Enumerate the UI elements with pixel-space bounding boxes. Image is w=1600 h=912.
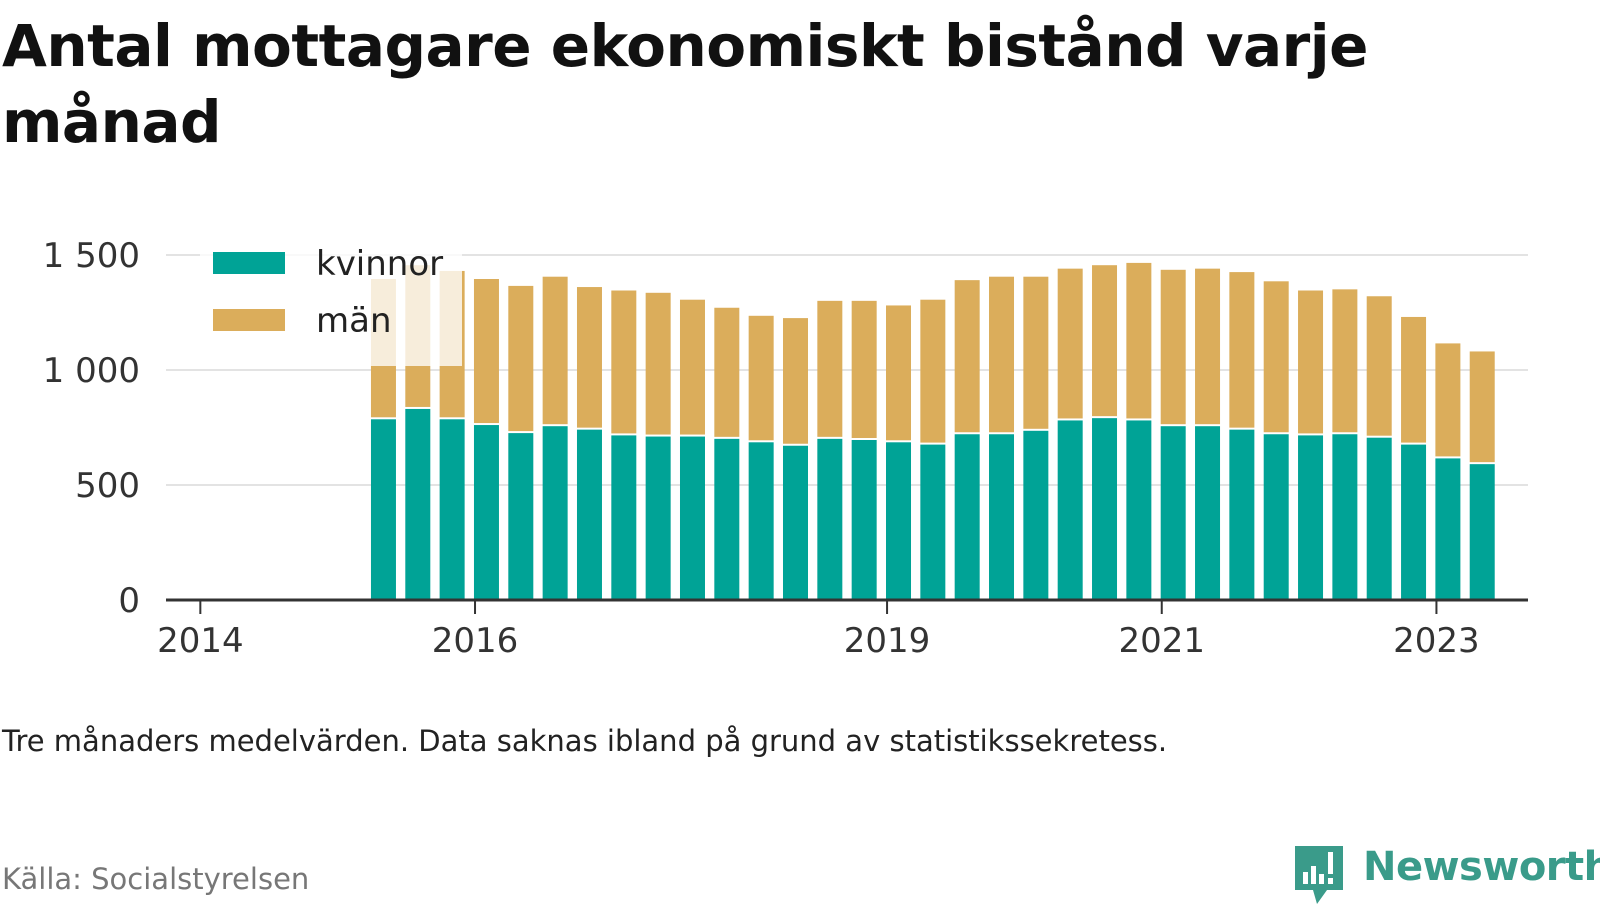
brand-name: Newsworthy	[1363, 844, 1600, 890]
bar-kvinnor	[542, 426, 568, 599]
legend-swatch	[213, 252, 285, 274]
bar-kvinnor	[1469, 464, 1495, 599]
bar-kvinnor	[679, 436, 705, 599]
bars	[370, 262, 1495, 599]
bar-man	[1126, 262, 1152, 419]
x-tick-label: 2023	[1393, 621, 1480, 661]
bar-man	[1229, 272, 1255, 428]
bar-man	[851, 300, 877, 438]
bar-kvinnor	[817, 438, 843, 599]
bar-kvinnor	[1195, 426, 1221, 599]
y-tick-label: 1 500	[43, 236, 140, 276]
bar-kvinnor	[714, 438, 740, 599]
y-tick-label: 0	[118, 581, 140, 621]
bar-man	[1160, 269, 1186, 425]
bar-man	[679, 299, 705, 435]
stacked-bar-chart: 0 500 1 000 1 500 2014 2016 2019 2021 2023 kvin…	[43, 236, 1528, 661]
bar-man	[1469, 351, 1495, 463]
y-tick-labels: 0 500 1 000 1 500	[43, 236, 140, 621]
x-tick-label: 2019	[844, 621, 931, 661]
bar-kvinnor	[1126, 420, 1152, 599]
bar-man	[748, 315, 774, 441]
bar-kvinnor	[1435, 458, 1461, 599]
bar-kvinnor	[989, 434, 1015, 599]
bar-kvinnor	[1366, 437, 1392, 599]
bar-man	[1332, 289, 1358, 433]
x-tick-label: 2021	[1118, 621, 1205, 661]
legend-swatch	[213, 309, 285, 331]
newsworthy-logo[interactable]: Newsworthy	[1293, 844, 1600, 908]
bar-man	[508, 285, 534, 432]
bar-man	[920, 299, 946, 443]
bar-man	[1263, 281, 1289, 433]
bar-kvinnor	[611, 435, 637, 599]
bar-man	[1401, 316, 1427, 443]
bar-kvinnor	[1263, 434, 1289, 599]
bar-man	[989, 276, 1015, 433]
bar-kvinnor	[748, 442, 774, 599]
bar-man	[886, 305, 912, 441]
bar-kvinnor	[1332, 434, 1358, 599]
bar-kvinnor	[886, 442, 912, 599]
chart-note: Tre månaders medelvärden. Data saknas ib…	[2, 724, 1168, 758]
bar-man	[1023, 276, 1049, 429]
bar-kvinnor	[1057, 420, 1083, 599]
bar-man	[611, 290, 637, 434]
bar-man	[817, 300, 843, 437]
bar-kvinnor	[405, 408, 431, 599]
bar-man	[1435, 343, 1461, 457]
bar-kvinnor	[576, 429, 602, 599]
bar-kvinnor	[1160, 426, 1186, 599]
bar-man	[1298, 290, 1324, 434]
bar-kvinnor	[782, 445, 808, 599]
bar-kvinnor	[1401, 444, 1427, 599]
newsworthy-chart-icon	[1295, 846, 1343, 904]
bar-kvinnor	[370, 419, 396, 599]
bar-man	[1366, 296, 1392, 436]
bar-kvinnor	[508, 433, 534, 599]
bar-kvinnor	[1023, 430, 1049, 599]
bar-kvinnor	[954, 434, 980, 599]
y-tick-label: 1 000	[43, 351, 140, 391]
bar-man	[645, 292, 671, 435]
bar-man	[1057, 268, 1083, 419]
bar-man	[782, 318, 808, 444]
bar-kvinnor	[1298, 435, 1324, 599]
bar-man	[473, 279, 499, 424]
source-credit: Källa: Socialstyrelsen	[2, 862, 310, 896]
bar-man	[1195, 268, 1221, 425]
x-tick-label: 2014	[157, 621, 244, 661]
bar-kvinnor	[439, 419, 465, 599]
x-tick-label: 2016	[432, 621, 519, 661]
bar-kvinnor	[473, 425, 499, 599]
bar-man	[542, 276, 568, 425]
bar-kvinnor	[645, 436, 671, 599]
bar-kvinnor	[1229, 429, 1255, 599]
legend-label: män	[316, 301, 392, 341]
legend-label: kvinnor	[316, 244, 443, 284]
legend: kvinnor män	[200, 238, 462, 366]
bar-man	[576, 287, 602, 428]
bar-kvinnor	[851, 440, 877, 599]
y-tick-label: 500	[75, 466, 140, 506]
bar-kvinnor	[920, 444, 946, 599]
bar-kvinnor	[1092, 418, 1118, 599]
bar-man	[1092, 265, 1118, 417]
chart-title: Antal mottagare ekonomiskt bistånd varje…	[2, 12, 1369, 156]
bar-man	[954, 280, 980, 433]
bar-man	[714, 307, 740, 437]
x-axis: 2014 2016 2019 2021 2023	[157, 598, 1528, 661]
